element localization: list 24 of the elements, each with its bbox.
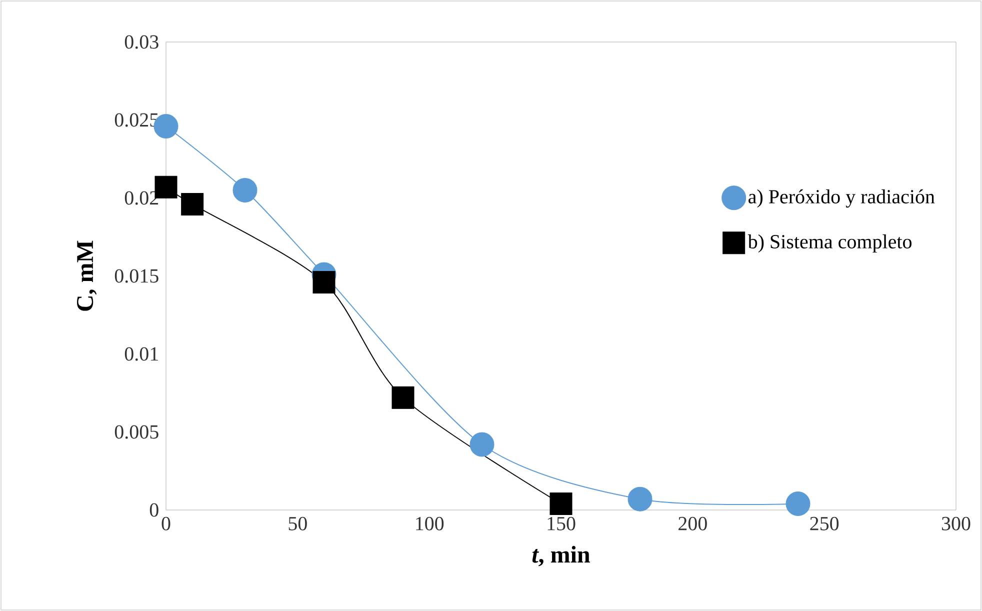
y-axis-title: C, mM bbox=[77, 240, 97, 311]
x-tick-label: 250 bbox=[810, 516, 839, 530]
y-tick-label: 0 bbox=[150, 503, 158, 517]
x-tick-label: 300 bbox=[942, 516, 970, 530]
point bbox=[232, 178, 258, 202]
y-tick-label: 0.015 bbox=[114, 269, 158, 283]
x-tick-label: 50 bbox=[288, 516, 307, 530]
point bbox=[786, 492, 810, 516]
y-tick-label: 0.03 bbox=[124, 35, 158, 49]
x-tick-label: 200 bbox=[678, 516, 707, 530]
legend-label: b) Sistema completo bbox=[748, 234, 912, 253]
x-tick-label: 150 bbox=[548, 516, 576, 530]
x-tick-label: 100 bbox=[416, 516, 444, 530]
point bbox=[628, 486, 652, 512]
y-tick-label: 0.01 bbox=[124, 347, 158, 361]
point bbox=[550, 492, 572, 516]
point bbox=[312, 270, 336, 294]
x-axis-title: t, min bbox=[532, 546, 590, 566]
x-tick-label: 0 bbox=[162, 516, 170, 530]
point bbox=[181, 192, 204, 216]
point bbox=[470, 432, 494, 457]
point bbox=[392, 386, 414, 409]
y-tick-label: 0.005 bbox=[114, 425, 158, 439]
legend-label: a) Peróxido y radiación bbox=[748, 189, 935, 208]
